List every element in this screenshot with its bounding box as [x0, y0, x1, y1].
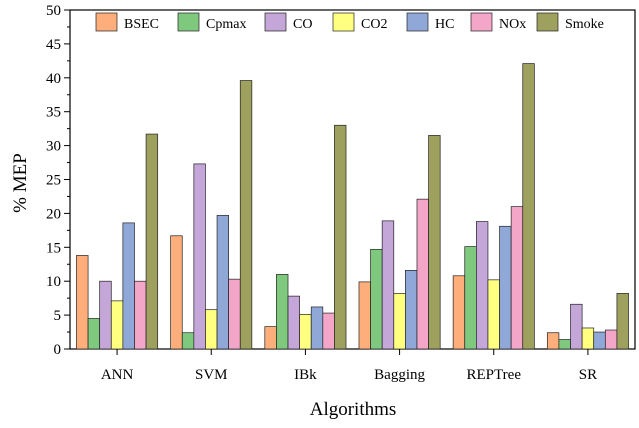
bar-nox-ibk: [322, 312, 335, 350]
y-tick-label: 50: [46, 3, 61, 19]
bar-cpmax-svm: [181, 332, 195, 350]
legend-label: Cpmax: [206, 17, 246, 32]
y-tick-label: 25: [46, 173, 61, 189]
bar-bsec-sr: [546, 332, 560, 350]
bar-bsec-ann: [76, 255, 89, 350]
bar-bsec-svm: [170, 235, 183, 350]
bar-group-ann: [76, 133, 159, 350]
legend-label: BSEC: [124, 17, 159, 32]
bar-cpmax-sr: [558, 339, 571, 350]
legend-item-co2: CO2: [332, 12, 387, 32]
bar-cpmax-ann: [87, 318, 101, 350]
y-tick-label: 15: [46, 240, 61, 256]
x-tick-label: Bagging: [374, 367, 425, 383]
bar-co2-svm: [205, 309, 218, 350]
legend-label: CO: [293, 17, 312, 32]
legend-label: Smoke: [565, 17, 604, 32]
bar-group-bagging: [358, 135, 441, 350]
bar-co2-bagging: [393, 293, 406, 350]
bar-hc-sr: [593, 331, 606, 350]
bar-nox-bagging: [416, 198, 429, 350]
bar-co2-reptree: [487, 279, 500, 350]
bar-bsec-reptree: [452, 275, 466, 350]
legend-swatch: [470, 12, 493, 32]
bar-co-reptree: [476, 221, 489, 350]
bar-hc-reptree: [499, 225, 512, 350]
bar-nox-svm: [228, 278, 241, 350]
legend-swatch: [536, 12, 559, 32]
bar-co2-ibk: [299, 314, 312, 350]
bar-co-svm: [193, 163, 206, 350]
legend-swatch: [264, 12, 287, 32]
bar-co2-ann: [110, 300, 124, 350]
bar-smoke-sr: [616, 293, 629, 350]
bar-smoke-reptree: [522, 63, 535, 350]
y-tick-label: 40: [46, 71, 61, 87]
y-tick-label: 10: [46, 274, 61, 290]
x-axis-title: Algorithms: [310, 399, 397, 420]
y-tick-label: 45: [46, 37, 61, 53]
bar-bsec-ibk: [264, 326, 277, 350]
x-tick-label: IBk: [294, 367, 317, 383]
legend-item-co: CO: [264, 12, 312, 32]
legend-item-nox: NOx: [470, 12, 526, 32]
bar-hc-ibk: [310, 306, 324, 350]
bar-group-ibk: [264, 124, 347, 350]
bar-co-ann: [99, 280, 112, 350]
legend-item-hc: HC: [406, 12, 454, 32]
x-tick-label: ANN: [101, 367, 134, 383]
bar-cpmax-bagging: [370, 248, 383, 350]
bar-group-reptree: [452, 63, 535, 350]
bar-group-svm: [170, 80, 253, 350]
legend: BSEC Cpmax CO CO2 HC NOx Smoke: [95, 12, 604, 32]
plot-area: 0 5 10 15 20 25 30 35 40 45 50 ANN SVM IBk Bagging REPT…: [46, 3, 636, 383]
bar-nox-ann: [134, 280, 147, 350]
x-tick-label: REPTree: [467, 367, 522, 383]
y-axis-title: % MEP: [10, 153, 31, 213]
y-tick-label: 30: [46, 139, 61, 155]
bar-co-bagging: [381, 220, 395, 350]
bar-nox-reptree: [510, 206, 524, 350]
legend-item-cpmax: Cpmax: [177, 12, 246, 32]
x-tick-label: SVM: [195, 367, 228, 383]
bar-co-sr: [570, 303, 583, 350]
y-tick-label: 0: [54, 342, 62, 358]
bar-co2-sr: [581, 327, 595, 350]
bar-smoke-ann: [145, 133, 159, 350]
legend-swatch: [406, 12, 429, 32]
bar-hc-ann: [122, 222, 135, 350]
legend-item-bsec: BSEC: [95, 12, 159, 32]
bar-smoke-bagging: [428, 135, 441, 350]
bar-hc-bagging: [405, 270, 418, 350]
bar-nox-sr: [604, 329, 618, 350]
bar-co-ibk: [287, 295, 300, 350]
y-tick-label: 20: [46, 206, 61, 222]
y-tick-label: 5: [54, 308, 62, 324]
y-tick-label: 35: [46, 105, 61, 121]
legend-label: CO2: [361, 17, 387, 32]
legend-label: NOx: [499, 17, 526, 32]
bar-smoke-svm: [239, 80, 253, 350]
legend-label: HC: [435, 17, 454, 32]
bar-smoke-ibk: [334, 124, 347, 350]
bar-cpmax-ibk: [276, 274, 289, 350]
bar-bsec-bagging: [358, 281, 371, 350]
legend-swatch: [95, 12, 118, 32]
legend-swatch: [332, 12, 355, 32]
legend-swatch: [177, 12, 200, 32]
bar-group-sr: [546, 293, 629, 350]
bar-hc-svm: [216, 215, 230, 350]
legend-item-smoke: Smoke: [536, 12, 604, 32]
bar-cpmax-reptree: [464, 246, 477, 350]
x-tick-label: SR: [579, 367, 597, 383]
